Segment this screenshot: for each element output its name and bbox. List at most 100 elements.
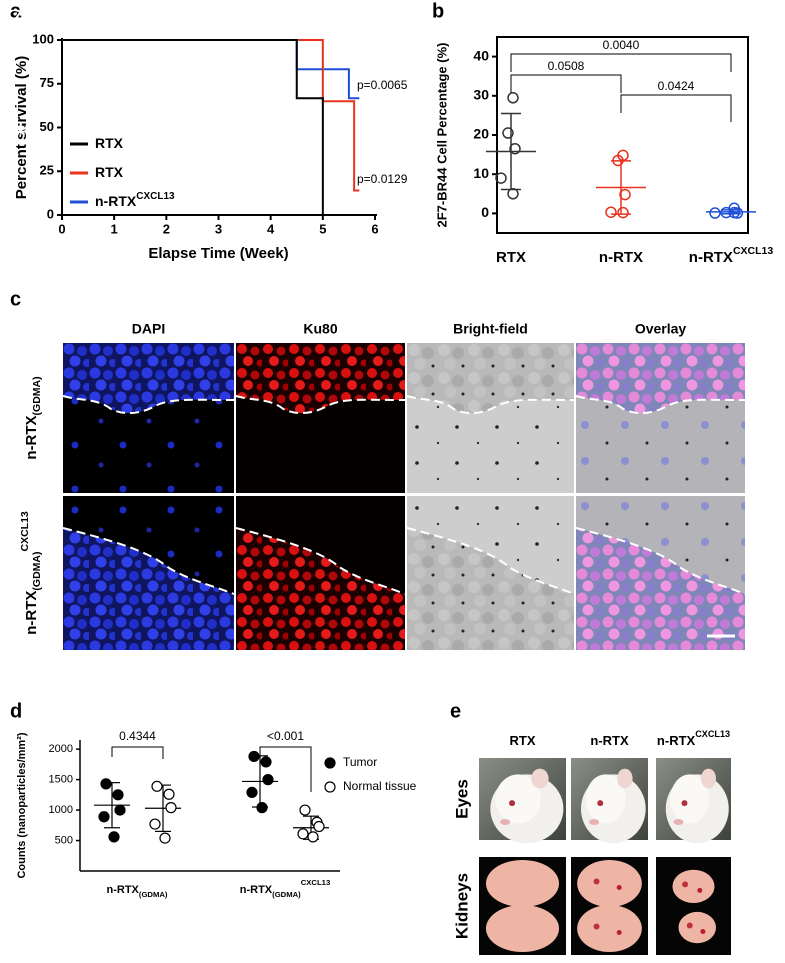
y-tick-label: 25 [40, 163, 54, 178]
column-header-sup: CXCL13 [695, 729, 730, 739]
tumor-region [576, 528, 745, 650]
column-header-main: n-RTX [657, 733, 696, 748]
y-tick-label: 40 [473, 47, 489, 63]
y-tick-label: 500 [55, 834, 73, 846]
p-value: <0.001 [267, 729, 304, 743]
panel-letter: d [10, 700, 22, 722]
tumor-boundary [575, 395, 746, 415]
data-point [619, 188, 631, 201]
row-label: Eyes [452, 779, 471, 819]
micrograph [235, 343, 406, 493]
data-point [709, 207, 721, 219]
data-point [165, 802, 177, 814]
panel-letter: b [432, 0, 444, 22]
kidney [577, 859, 642, 907]
legend-label-main: n-RTX [95, 193, 137, 209]
significance-bracket [111, 746, 164, 759]
data-point [163, 788, 175, 800]
survival-line [62, 39, 324, 215]
mouse-eye [681, 800, 688, 807]
tumor-marker: * [14, 0, 27, 37]
column-header: Ku80 [303, 321, 337, 337]
data-point [112, 789, 124, 801]
data-point [108, 831, 120, 843]
photo [479, 758, 566, 844]
y-tick-label: 0 [481, 204, 489, 220]
kidney-lesion [616, 884, 622, 890]
data-point [299, 804, 311, 816]
data-point [612, 154, 624, 167]
x-tick-label: 4 [267, 221, 275, 236]
tumor-boundary [62, 395, 235, 415]
x-tick-label: 2 [163, 221, 170, 236]
data-point [728, 206, 740, 219]
photo [479, 857, 566, 955]
tumor-boundary [406, 527, 575, 595]
x-tick-label-main: n-RTX [107, 884, 140, 896]
kidney [577, 905, 642, 953]
mouse-eye [597, 800, 604, 807]
significance-bracket [620, 94, 732, 122]
data-point [151, 780, 163, 792]
x-tick-label: 1 [111, 221, 118, 236]
legend-label: RTX [95, 135, 124, 151]
micrograph [62, 496, 235, 650]
column-header-main: RTX [510, 733, 536, 748]
row-label-sub: (GDMA) [31, 376, 43, 415]
legend-label: n-RTXCXCL13 [95, 191, 175, 209]
row-label: Kidneys [452, 873, 471, 939]
significance-bracket [259, 746, 312, 792]
legend-marker [324, 757, 336, 769]
row-label-main: n-RTX [23, 591, 40, 635]
panel-letter: a [10, 0, 22, 22]
p-value: 0.0040 [603, 38, 640, 52]
y-axis-label: Percent survival (%) [13, 56, 30, 199]
significance-bracket [510, 74, 622, 93]
data-point [495, 172, 507, 184]
mouse-head [495, 774, 541, 824]
tumor-region [63, 343, 234, 414]
x-tick-label: 5 [319, 221, 326, 236]
tumor-region [63, 528, 234, 650]
tumor-boundary [235, 395, 406, 415]
y-tick-label: 1500 [49, 774, 73, 786]
micrograph [406, 496, 575, 650]
column-header-main: n-RTX [590, 733, 629, 748]
x-tick-label: 3 [215, 221, 222, 236]
x-tick-label-main: RTX [496, 249, 526, 266]
survival-line [62, 39, 360, 100]
kidney-lesion [697, 887, 703, 893]
data-point [297, 828, 309, 840]
x-tick-label: n-RTX [599, 249, 643, 266]
data-point [617, 206, 629, 219]
data-point [507, 92, 519, 104]
kidney-lesion [593, 923, 600, 930]
p-value: 0.0508 [548, 59, 585, 73]
p-value: 0.0424 [658, 79, 695, 93]
x-tick-label-sup: CXCL13 [733, 245, 773, 257]
y-tick-label: 20 [473, 126, 489, 142]
tumor-region [407, 528, 574, 650]
data-point [114, 804, 126, 816]
column-header: Bright-field [453, 321, 528, 337]
tumor-region [576, 343, 745, 414]
tumor-region [236, 528, 405, 650]
mouse-eye [509, 800, 516, 807]
p-value: 0.4344 [119, 729, 156, 743]
column-header: DAPI [132, 321, 165, 337]
tumor-region [236, 343, 405, 414]
panel-letter: c [10, 288, 21, 310]
tumor-boundary [235, 527, 406, 595]
kidney-lesion [700, 929, 706, 935]
micrograph [62, 343, 235, 493]
data-point [307, 831, 319, 843]
kidney [678, 911, 716, 944]
x-tick-label-sup: CXCL13 [301, 878, 330, 887]
data-point [313, 820, 325, 833]
micrograph [406, 343, 575, 493]
legend-label: Normal tissue [343, 779, 417, 793]
data-point [262, 774, 274, 786]
micrograph [575, 343, 746, 493]
data-point [605, 206, 617, 218]
